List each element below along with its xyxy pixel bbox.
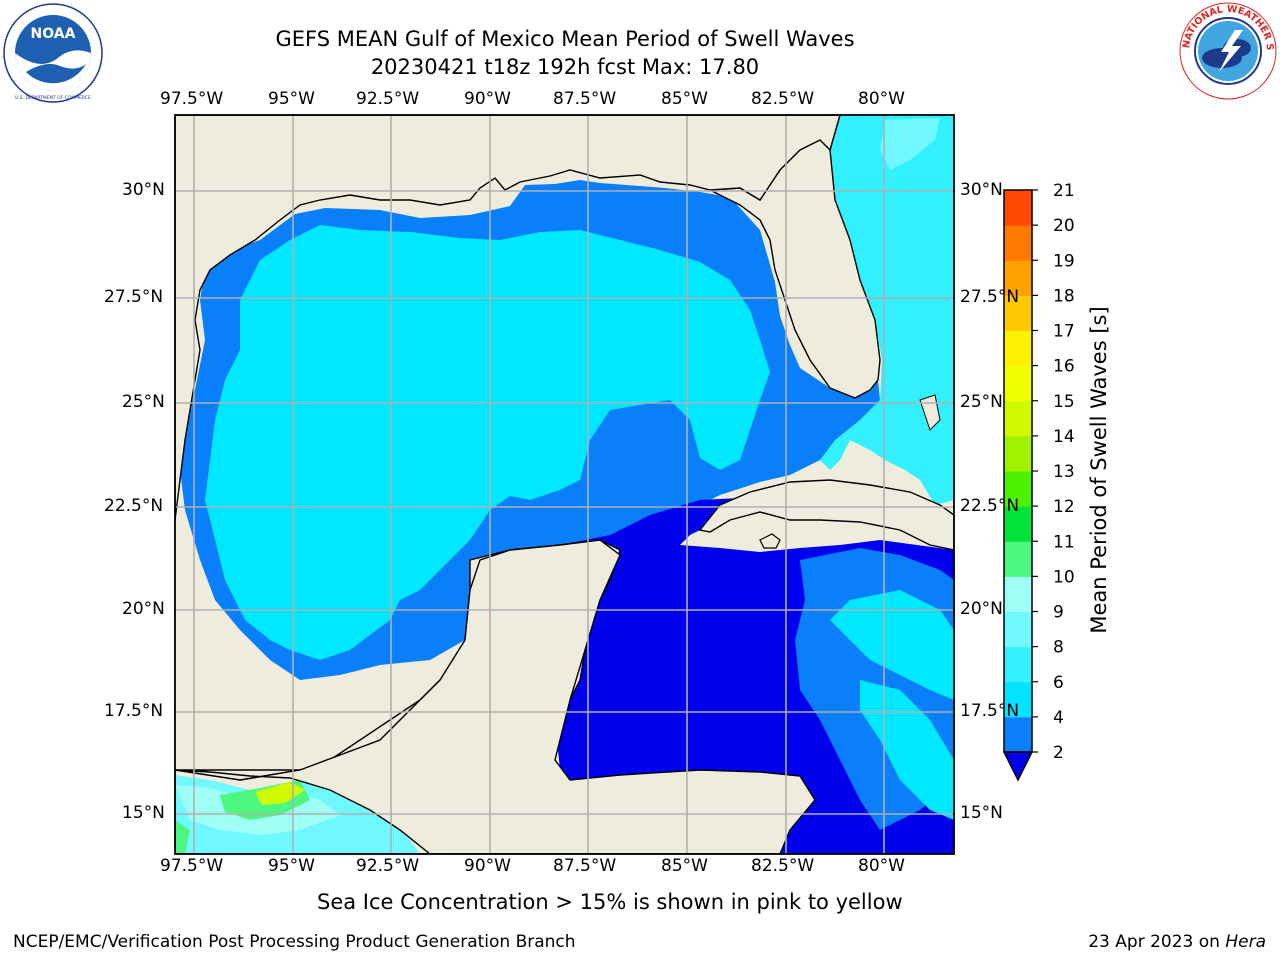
lon-tick-bottom: 95°W bbox=[268, 856, 315, 876]
colorbar-segment bbox=[1004, 330, 1032, 367]
lat-tick-left: 20°N bbox=[122, 599, 165, 619]
lat-tick-left: 15°N bbox=[122, 803, 165, 823]
colorbar-segment bbox=[1004, 646, 1032, 683]
lon-tick-bottom: 97.5°W bbox=[160, 856, 224, 876]
lon-tick-bottom: 80°W bbox=[858, 856, 905, 876]
colorbar-segment bbox=[1004, 190, 1032, 226]
colorbar-label: Mean Period of Swell Waves [s] bbox=[1087, 306, 1111, 633]
lon-tick-top: 80°W bbox=[858, 89, 905, 109]
lon-tick-bottom: 90°W bbox=[464, 856, 511, 876]
colorbar-tick-label: 18 bbox=[1053, 286, 1075, 306]
colorbar-tick-label: 14 bbox=[1053, 427, 1075, 447]
colorbar-tick-label: 2 bbox=[1053, 743, 1064, 763]
colorbar-tick-label: 19 bbox=[1053, 251, 1075, 271]
colorbar-segment bbox=[1004, 541, 1032, 577]
colorbar-segment bbox=[1004, 435, 1032, 472]
lon-tick-top: 97.5°W bbox=[160, 89, 224, 109]
lon-tick-top: 90°W bbox=[464, 89, 511, 109]
central-america-land bbox=[175, 539, 816, 854]
colorbar-segment bbox=[1004, 576, 1032, 612]
colorbar-tick-label: 20 bbox=[1053, 216, 1075, 236]
colorbar-segment bbox=[1004, 471, 1032, 507]
colorbar-tick-label: 9 bbox=[1053, 603, 1064, 623]
colorbar-segment bbox=[1004, 295, 1032, 331]
map-frame bbox=[174, 114, 955, 855]
colorbar-segment bbox=[1004, 681, 1032, 718]
lon-tick-bottom: 82.5°W bbox=[751, 856, 815, 876]
colorbar-tick-label: 12 bbox=[1053, 497, 1075, 517]
lon-tick-top: 92.5°W bbox=[356, 89, 420, 109]
lon-tick-top: 82.5°W bbox=[751, 89, 815, 109]
lon-tick-top: 95°W bbox=[268, 89, 315, 109]
colorbar-tick-label: 6 bbox=[1053, 673, 1064, 693]
colorbar: 2 4 6 8 9 10 11 12 13 14 15 16 17 18 19 20 21 bbox=[1002, 181, 1075, 782]
lat-tick-right: 25°N bbox=[960, 392, 1003, 412]
colorbar-segment bbox=[1004, 225, 1032, 261]
colorbar-tick-label: 16 bbox=[1053, 357, 1075, 377]
map-subtitle: 20230421 t18z 192h fcst Max: 17.80 bbox=[370, 55, 760, 79]
graticule bbox=[175, 115, 954, 854]
render-date: 23 Apr 2023 on Hera bbox=[1088, 932, 1266, 952]
lat-tick-left: 27.5°N bbox=[104, 287, 164, 307]
lon-tick-bottom: 92.5°W bbox=[356, 856, 420, 876]
colorbar-tick-label: 21 bbox=[1053, 181, 1075, 201]
noaa-logo-text: NOAA bbox=[31, 26, 76, 42]
sea-ice-note: Sea Ice Concentration > 15% is shown in … bbox=[317, 890, 903, 914]
colorbar-tick-label: 15 bbox=[1053, 392, 1075, 412]
render-host: Hera bbox=[1225, 932, 1266, 952]
lat-tick-left: 30°N bbox=[122, 180, 165, 200]
lat-tick-left: 25°N bbox=[122, 392, 165, 412]
lon-tick-top: 87.5°W bbox=[553, 89, 617, 109]
colorbar-tick-label: 10 bbox=[1053, 567, 1075, 587]
us-gulf-land bbox=[175, 115, 841, 521]
atlantic-swell-4-6s bbox=[820, 115, 954, 505]
colorbar-tick-label: 17 bbox=[1053, 322, 1075, 342]
colorbar-segment bbox=[1004, 400, 1032, 437]
lat-tick-right: 20°N bbox=[960, 599, 1003, 619]
colorbar-segment bbox=[1004, 260, 1032, 296]
caribbean-swell-4-6s bbox=[830, 590, 954, 820]
atlantic-swell-6-8s bbox=[880, 118, 940, 170]
lat-tick-left: 22.5°N bbox=[104, 496, 164, 516]
lat-tick-right: 30°N bbox=[960, 180, 1003, 200]
colorbar-segment bbox=[1004, 611, 1032, 648]
gulf-swell-4-6s bbox=[205, 225, 770, 660]
lat-tick-right: 15°N bbox=[960, 803, 1003, 823]
render-date-text: 23 Apr 2023 on bbox=[1088, 932, 1226, 952]
cuba-land bbox=[698, 479, 954, 551]
lon-tick-bottom: 87.5°W bbox=[553, 856, 617, 876]
isla-juventud-land bbox=[759, 533, 781, 549]
lat-tick-right: 17.5°N bbox=[960, 701, 1020, 721]
lon-tick-top: 85°W bbox=[661, 89, 708, 109]
noaa-ring-text: U.S. DEPARTMENT OF COMMERCE bbox=[15, 95, 91, 101]
colorbar-tick-label: 13 bbox=[1053, 462, 1075, 482]
lat-tick-left: 17.5°N bbox=[104, 701, 164, 721]
lat-tick-right: 27.5°N bbox=[960, 287, 1020, 307]
colorbar-tick-label: 4 bbox=[1053, 708, 1064, 728]
map-title: GEFS MEAN Gulf of Mexico Mean Period of … bbox=[275, 27, 855, 51]
colorbar-segment bbox=[1004, 506, 1032, 542]
colorbar-under-triangle bbox=[1002, 751, 1034, 782]
colorbar-segment bbox=[1004, 365, 1032, 402]
producer-credit: NCEP/EMC/Verification Post Processing Pr… bbox=[13, 932, 576, 952]
lat-tick-right: 22.5°N bbox=[960, 496, 1020, 516]
colorbar-tick-label: 11 bbox=[1053, 532, 1075, 552]
colorbar-tick-label: 8 bbox=[1053, 638, 1064, 658]
noaa-logo: NOAA U.S. DEPARTMENT OF COMMERCE bbox=[3, 3, 103, 103]
lon-tick-bottom: 85°W bbox=[661, 856, 708, 876]
colorbar-segment bbox=[1004, 716, 1032, 753]
nws-logo: NATIONAL WEATHER SERVICE bbox=[1177, 0, 1277, 100]
